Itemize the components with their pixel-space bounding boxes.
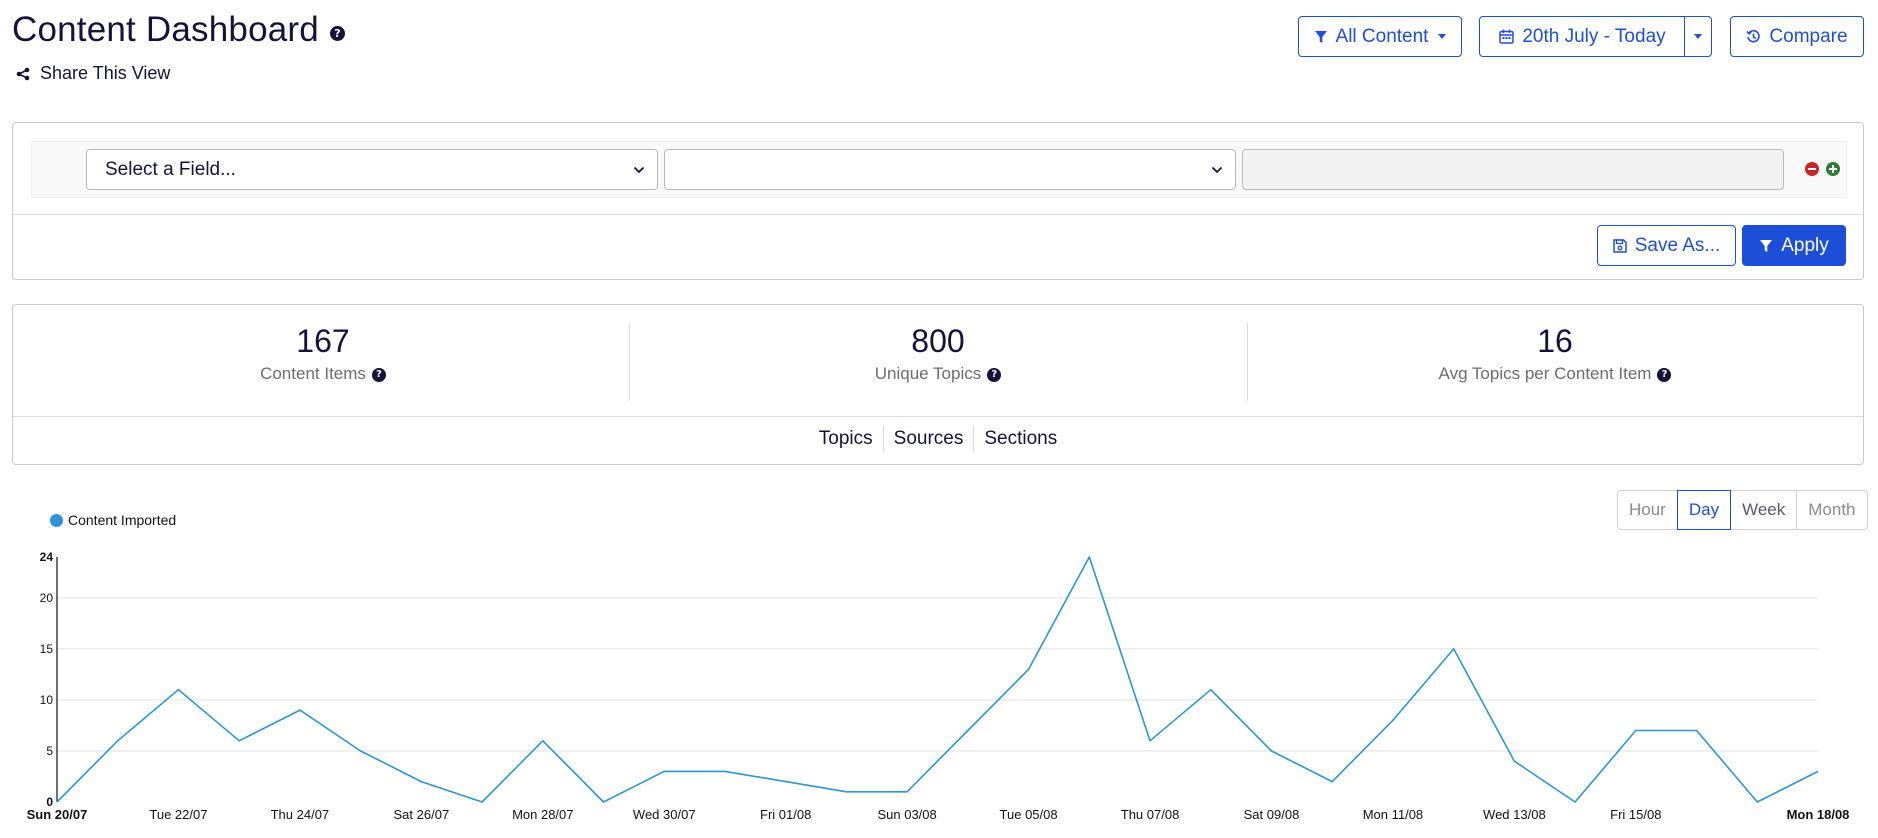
stat-label: Content Items — [260, 364, 366, 383]
field-select[interactable]: Select a Field... — [86, 149, 658, 190]
x-tick-label: Tue 05/08 — [1000, 807, 1058, 822]
stat-avg-topics: 16 Avg Topics per Content Item? — [1275, 323, 1835, 384]
chevron-down-icon — [1438, 34, 1447, 39]
stat-value: 16 — [1537, 323, 1573, 359]
legend-label: Content Imported — [68, 512, 177, 528]
save-as-button[interactable]: Save As... — [1597, 225, 1736, 266]
share-view-link[interactable]: Share This View — [16, 63, 170, 84]
y-tick-label: 20 — [40, 591, 54, 605]
divider — [629, 323, 630, 401]
share-view-label: Share This View — [40, 63, 171, 83]
filter-panel: Select a Field... Save As... Apply — [12, 122, 1864, 280]
compare-button[interactable]: Compare — [1730, 16, 1864, 57]
apply-label: Apply — [1781, 234, 1829, 256]
divider — [882, 426, 884, 452]
y-tick-label: 5 — [46, 744, 53, 758]
range-week-button[interactable]: Week — [1730, 490, 1798, 530]
date-range-button[interactable]: 20th July - Today — [1479, 16, 1686, 57]
tab-sections[interactable]: Sections — [984, 428, 1058, 450]
chart-legend[interactable]: Content Imported — [50, 512, 176, 528]
x-tick-label: Sun 20/07 — [27, 807, 88, 822]
apply-button[interactable]: Apply — [1742, 225, 1846, 266]
x-tick-label: Mon 11/08 — [1363, 807, 1423, 822]
stats-panel: 167 Content Items? 800 Unique Topics? 16… — [12, 304, 1864, 465]
x-tick-label: Wed 13/08 — [1483, 807, 1546, 822]
x-tick-label: Sat 09/08 — [1244, 807, 1300, 822]
divider — [1247, 323, 1248, 401]
filter-icon — [1760, 239, 1773, 252]
x-tick-label: Mon 18/08 — [1787, 807, 1850, 822]
range-hour-button[interactable]: Hour — [1617, 490, 1678, 530]
series-line — [56, 556, 1819, 803]
save-icon — [1612, 238, 1627, 253]
range-day-button[interactable]: Day — [1676, 490, 1732, 530]
x-tick-label: Fri 01/08 — [760, 807, 811, 822]
chevron-down-icon — [1211, 166, 1223, 174]
calendar-icon — [1499, 29, 1515, 44]
y-tick-label: 15 — [40, 642, 54, 656]
stat-content-items: 167 Content Items? — [43, 323, 603, 384]
add-filter-icon[interactable] — [1826, 162, 1840, 176]
x-tick-label: Fri 15/08 — [1610, 807, 1661, 822]
stat-label: Avg Topics per Content Item — [1438, 364, 1652, 383]
help-icon[interactable]: ? — [371, 367, 386, 382]
divider — [13, 214, 1863, 215]
x-tick-label: Thu 07/08 — [1121, 807, 1180, 822]
tab-sources[interactable]: Sources — [893, 428, 964, 450]
divider — [973, 426, 975, 452]
range-month-button[interactable]: Month — [1796, 490, 1868, 530]
operator-select[interactable] — [664, 149, 1236, 190]
stat-unique-topics: 800 Unique Topics? — [658, 323, 1218, 384]
compare-label: Compare — [1769, 25, 1848, 47]
chevron-down-icon — [1694, 34, 1702, 39]
stat-value: 167 — [296, 323, 350, 359]
x-tick-label: Sat 26/07 — [394, 807, 450, 822]
share-icon — [16, 67, 30, 80]
remove-filter-icon[interactable] — [1805, 162, 1819, 176]
x-tick-label: Wed 30/07 — [633, 807, 696, 822]
filter-row: Select a Field... — [31, 141, 1847, 198]
all-content-filter-button[interactable]: All Content — [1298, 16, 1462, 57]
date-range-dropdown-toggle[interactable] — [1684, 16, 1712, 57]
filter-icon — [1314, 30, 1327, 43]
history-icon — [1746, 29, 1761, 43]
breakdown-tabs: Topics Sources Sections — [13, 426, 1863, 452]
stat-value: 800 — [911, 323, 965, 359]
date-range-label: 20th July - Today — [1522, 25, 1666, 47]
chevron-down-icon — [633, 166, 645, 174]
divider — [13, 416, 1863, 417]
stat-label: Unique Topics — [874, 364, 982, 383]
filter-value-input[interactable] — [1242, 149, 1784, 190]
y-tick-label: 10 — [40, 693, 54, 707]
x-tick-label: Tue 22/07 — [149, 807, 207, 822]
help-icon[interactable]: ? — [330, 26, 345, 41]
all-content-label: All Content — [1335, 25, 1429, 47]
y-tick-label: 24 — [40, 550, 54, 564]
help-icon[interactable]: ? — [1657, 367, 1672, 382]
y-tick-label: 0 — [46, 795, 53, 809]
x-tick-label: Thu 24/07 — [271, 807, 330, 822]
x-tick-label: Mon 28/07 — [512, 807, 573, 822]
page-title: Content Dashboard — [12, 10, 319, 49]
save-as-label: Save As... — [1634, 234, 1721, 256]
time-granularity-group: Hour Day Week Month — [1617, 490, 1868, 530]
field-select-value: Select a Field... — [105, 158, 236, 180]
tab-topics[interactable]: Topics — [818, 428, 873, 450]
help-icon[interactable]: ? — [987, 367, 1002, 382]
x-tick-label: Sun 03/08 — [877, 807, 936, 822]
legend-marker — [50, 513, 63, 527]
